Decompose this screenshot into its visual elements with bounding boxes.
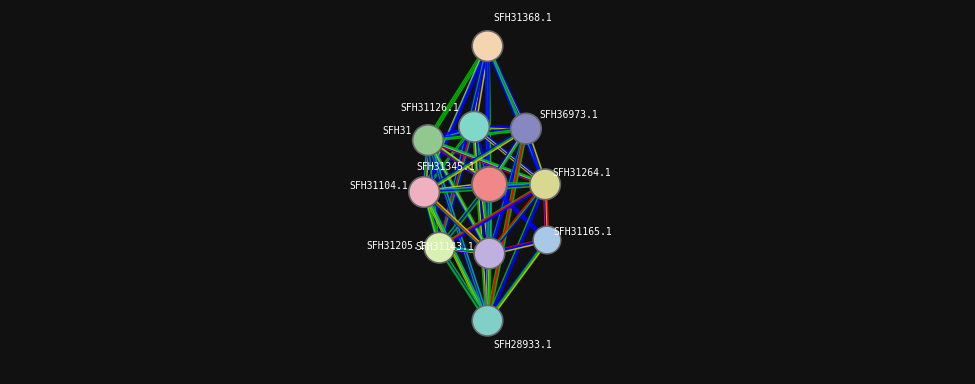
Circle shape xyxy=(473,168,506,201)
Text: SFH31264.1: SFH31264.1 xyxy=(553,168,611,178)
Circle shape xyxy=(532,225,562,255)
Circle shape xyxy=(410,177,439,207)
Circle shape xyxy=(530,170,560,199)
Text: SFH31205.1: SFH31205.1 xyxy=(367,241,425,251)
Circle shape xyxy=(413,126,443,155)
Text: SFH31345.1: SFH31345.1 xyxy=(416,162,475,172)
Circle shape xyxy=(423,232,455,264)
Circle shape xyxy=(511,114,540,143)
Text: SFH28933.1: SFH28933.1 xyxy=(493,340,552,350)
Circle shape xyxy=(475,239,504,268)
Circle shape xyxy=(471,30,504,62)
Circle shape xyxy=(529,168,562,200)
Text: SFH36973.1: SFH36973.1 xyxy=(539,110,598,120)
Circle shape xyxy=(510,113,542,145)
Circle shape xyxy=(459,112,488,141)
Circle shape xyxy=(425,233,454,262)
Text: SFH31165.1: SFH31165.1 xyxy=(554,227,612,237)
Text: SFH31104.1: SFH31104.1 xyxy=(349,181,408,191)
Text: SFH31143.1: SFH31143.1 xyxy=(415,242,474,252)
Circle shape xyxy=(458,111,490,143)
Circle shape xyxy=(408,176,441,208)
Circle shape xyxy=(411,124,444,156)
Circle shape xyxy=(471,166,508,203)
Circle shape xyxy=(471,305,504,337)
Text: SFH31368.1: SFH31368.1 xyxy=(493,13,552,23)
Circle shape xyxy=(473,306,502,335)
Circle shape xyxy=(473,237,506,270)
Circle shape xyxy=(534,227,561,253)
Circle shape xyxy=(473,31,502,61)
Text: SFH31: SFH31 xyxy=(382,126,411,136)
Text: SFH31126.1: SFH31126.1 xyxy=(400,103,458,113)
